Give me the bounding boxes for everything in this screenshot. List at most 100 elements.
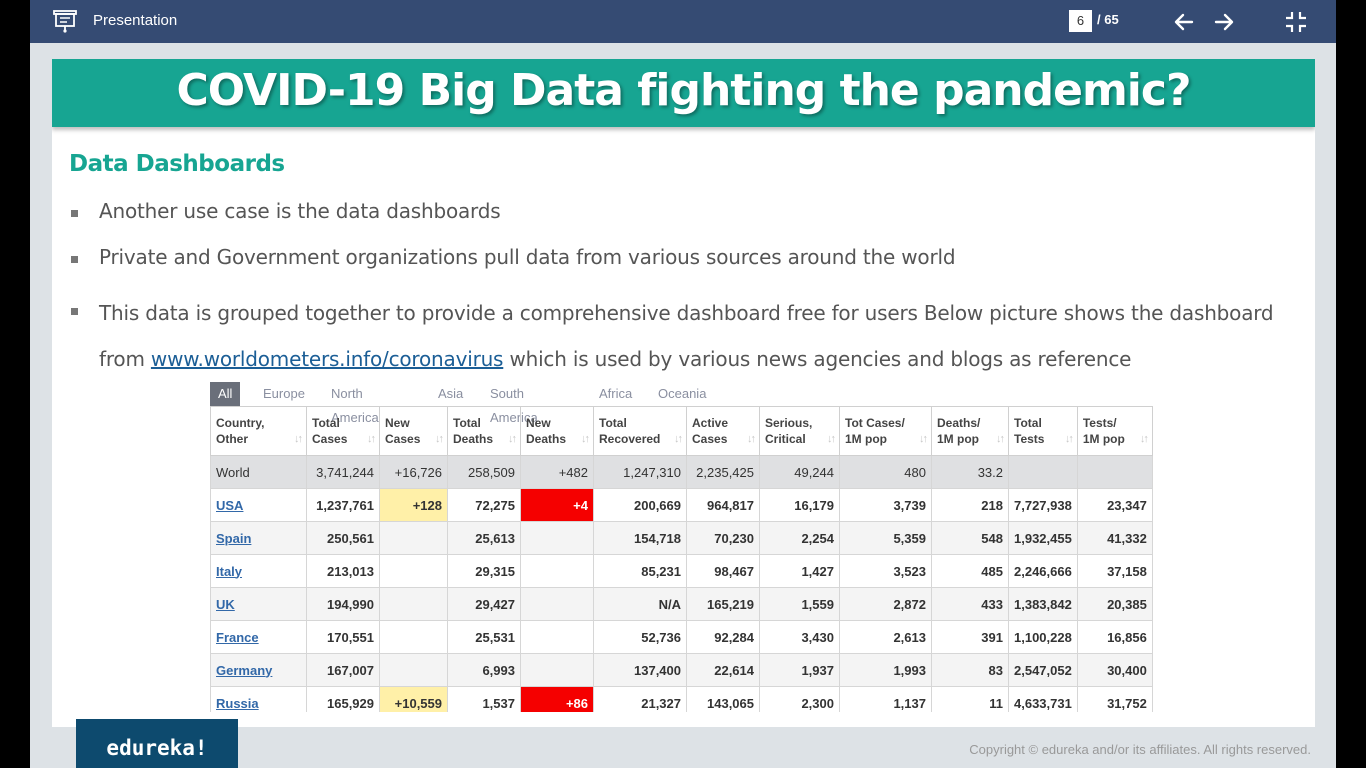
column-header[interactable]: Tests/1M pop ↓↑ [1076,406,1153,456]
table-cell [1008,455,1078,489]
tab-europe[interactable]: Europe [263,386,305,401]
tab-south-america[interactable]: South America [490,386,538,425]
table-cell: 33.2 [931,455,1009,489]
table-row: Italy 213,013 29,315 85,231 98,467 1,427 3,523… [210,554,1153,588]
table-cell: 2,300 [759,686,840,712]
table-cell: 1,993 [839,653,932,687]
table-cell: 6,993 [447,653,521,687]
worldometers-link[interactable]: www.worldometers.info/coronavirus [150,347,504,371]
table-cell: 2,246,666 [1008,554,1078,588]
table-cell [520,653,594,687]
column-header[interactable]: Total Recovered ↓↑ [593,406,687,456]
table-cell: 1,427 [759,554,840,588]
exit-fullscreen-icon[interactable] [1284,10,1308,34]
table-row: France 170,551 25,531 52,736 92,284 3,430 2,61… [210,620,1153,654]
country-cell[interactable]: France [210,620,307,654]
sort-icon[interactable]: ↓↑ [747,433,756,445]
table-cell: 29,427 [447,587,521,621]
table-cell: 1,100,228 [1008,620,1078,654]
table-cell: 4,633,731 [1008,686,1078,712]
arrow-left-icon[interactable] [1172,10,1196,34]
table-cell: 2,613 [839,620,932,654]
table-cell [520,587,594,621]
bullet-item: Another use case is the data dashboards [69,199,501,223]
column-header[interactable]: Total Deaths ↓↑ [447,406,521,456]
column-header[interactable]: Tot Cases/1M pop ↓↑ [839,406,932,456]
table-cell: 85,231 [593,554,687,588]
column-header[interactable]: Total Tests ↓↑ [1008,406,1078,456]
table-cell: +10,559 [379,686,448,712]
table-cell: +128 [379,488,448,522]
bullet-marker [71,210,78,217]
table-cell: +4 [520,488,594,522]
column-header[interactable]: Total Cases ↓↑ [306,406,380,456]
table-cell: 41,332 [1076,521,1153,555]
table-cell: 1,137 [839,686,932,712]
arrow-right-icon[interactable] [1212,10,1236,34]
table-cell: 98,467 [686,554,760,588]
bullet-marker [71,256,78,263]
tab-asia[interactable]: Asia [438,386,464,401]
tab-all[interactable]: All [210,382,241,406]
table-cell: 1,537 [447,686,521,712]
page-number-input[interactable]: 6 [1069,10,1092,32]
table-cell: 16,179 [759,488,840,522]
table-cell: 258,509 [447,455,521,489]
bullet-text-tail: which is used by various news agencies a… [503,347,1132,371]
country-cell[interactable]: USA [210,488,307,522]
sort-icon[interactable]: ↓↑ [1064,433,1074,445]
column-header[interactable]: Serious, Critical ↓↑ [759,406,840,456]
table-cell: 2,254 [759,521,840,555]
country-cell[interactable]: UK [210,587,307,621]
table-cell: 391 [931,620,1009,654]
sort-icon[interactable]: ↓↑ [919,433,928,445]
table-cell: 213,013 [306,554,380,588]
table-cell: 3,523 [839,554,932,588]
sort-icon[interactable]: ↓↑ [367,433,376,445]
table-cell: 3,430 [759,620,840,654]
tab-oceania[interactable]: Oceania [658,386,707,401]
bullet-text: Another use case is the data dashboards [99,199,501,223]
column-header[interactable]: New Cases ↓↑ [379,406,448,456]
sort-icon[interactable]: ↓↑ [435,433,444,445]
table-cell: 170,551 [306,620,380,654]
table-cell: 218 [931,488,1009,522]
table-cell: 70,230 [686,521,760,555]
table-cell: 25,531 [447,620,521,654]
table-cell: 165,219 [686,587,760,621]
table-cell: 194,990 [306,587,380,621]
table-cell: 25,613 [447,521,521,555]
tab-north-america[interactable]: North America [331,386,379,425]
sort-icon[interactable]: ↓↑ [294,433,303,445]
table-cell: 1,937 [759,653,840,687]
bullet-marker [71,308,78,315]
table-cell: 1,932,455 [1008,521,1078,555]
sort-icon[interactable]: ↓↑ [581,433,590,445]
sort-icon[interactable]: ↓↑ [1139,433,1149,445]
country-cell[interactable]: Germany [210,653,307,687]
table-cell: 5,359 [839,521,932,555]
table-cell: 7,727,938 [1008,488,1078,522]
country-cell[interactable]: Spain [210,521,307,555]
page-total: / 65 [1097,12,1119,27]
table-cell [1076,455,1153,489]
sort-icon[interactable]: ↓↑ [674,433,683,445]
column-header[interactable]: Country, Other ↓↑ [210,406,307,456]
table-row: Spain 250,561 25,613 154,718 70,230 2,254 5,35… [210,521,1153,555]
table-cell: N/A [593,587,687,621]
table-cell: 3,741,244 [306,455,380,489]
sort-icon[interactable]: ↓↑ [996,433,1005,445]
country-cell[interactable]: Italy [210,554,307,588]
sort-icon[interactable]: ↓↑ [508,433,517,445]
country-cell[interactable]: Russia [210,686,307,712]
sort-icon[interactable]: ↓↑ [827,433,836,445]
column-header[interactable]: Active Cases ↓↑ [686,406,760,456]
table-cell: 433 [931,587,1009,621]
table-cell: 83 [931,653,1009,687]
table-cell [379,653,448,687]
column-header[interactable]: Deaths/1M pop ↓↑ [931,406,1009,456]
country-cell: World [210,455,307,489]
column-header[interactable]: New Deaths ↓↑ [520,406,594,456]
tab-africa[interactable]: Africa [599,386,633,401]
table-cell: 2,235,425 [686,455,760,489]
